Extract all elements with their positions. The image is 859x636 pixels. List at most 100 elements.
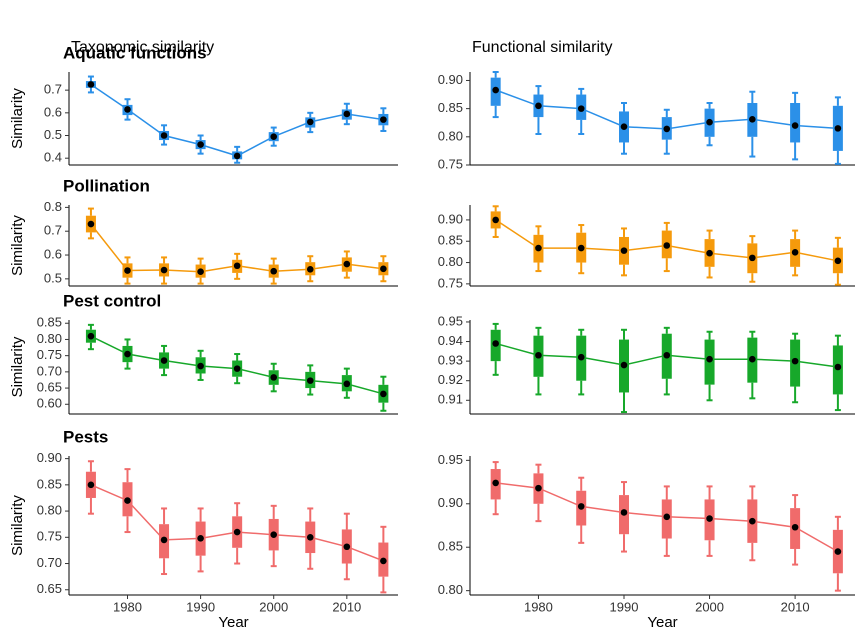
mean-point	[343, 260, 351, 268]
mean-line	[90, 83, 384, 157]
y-axis-label: Similarity	[9, 495, 26, 556]
mean-point	[270, 133, 278, 140]
y-tick-label: 0.91	[438, 392, 463, 407]
mean-point	[233, 262, 241, 270]
y-tick-label: 0.80	[37, 331, 62, 346]
mean-point	[87, 332, 95, 340]
y-tick-label: 0.85	[438, 233, 463, 248]
mean-point	[306, 266, 314, 273]
mean-point	[834, 363, 842, 371]
y-tick-label: 0.8	[44, 199, 62, 214]
mean-point	[749, 116, 756, 123]
mean-point	[535, 484, 542, 492]
mean-point	[492, 86, 499, 94]
mean-point	[791, 357, 799, 365]
y-tick-label: 0.70	[37, 555, 62, 570]
y-tick-label: 0.7	[44, 223, 62, 238]
y-tick-label: 0.6	[44, 104, 62, 119]
y-tick-label: 0.5	[44, 270, 62, 285]
y-tick-label: 0.92	[438, 372, 463, 387]
y-tick-label: 0.75	[37, 347, 62, 362]
x-axis-label: Year	[218, 614, 248, 631]
mean-point	[706, 515, 713, 522]
mean-point	[160, 357, 168, 364]
mean-point	[663, 351, 671, 359]
y-tick-label: 0.90	[438, 495, 463, 510]
y-tick-label: 0.94	[438, 333, 463, 348]
mean-point	[197, 362, 204, 370]
y-tick-label: 0.75	[438, 156, 463, 171]
y-tick-label: 0.5	[44, 127, 62, 142]
mean-point	[663, 125, 671, 133]
mean-point	[160, 266, 168, 274]
mean-point	[749, 517, 756, 525]
y-tick-label: 0.65	[37, 581, 62, 596]
y-tick-label: 0.60	[37, 396, 62, 411]
y-tick-label: 0.90	[37, 450, 62, 465]
y-tick-label: 0.75	[37, 529, 62, 544]
row-title: Pollination	[63, 176, 150, 195]
mean-point	[343, 380, 351, 388]
mean-point	[380, 390, 387, 398]
mean-point	[663, 242, 671, 249]
mean-point	[791, 122, 799, 129]
mean-point	[492, 216, 499, 224]
y-tick-label: 0.75	[438, 275, 463, 290]
mean-point	[87, 81, 95, 88]
y-tick-label: 0.7	[44, 82, 62, 97]
y-tick-label: 0.65	[37, 380, 62, 395]
mean-point	[197, 141, 204, 148]
mean-point	[380, 557, 387, 565]
y-tick-label: 0.93	[438, 353, 463, 368]
mean-point	[749, 355, 756, 363]
mean-point	[124, 497, 131, 504]
y-tick-label: 0.4	[44, 150, 62, 165]
mean-point	[663, 513, 671, 521]
mean-point	[306, 118, 314, 126]
mean-point	[834, 257, 842, 265]
mean-point	[270, 531, 278, 538]
mean-point	[834, 548, 842, 555]
mean-point	[749, 254, 756, 262]
x-tick-label: 1980	[524, 599, 553, 614]
mean-point	[197, 268, 204, 276]
row-title: Pests	[63, 427, 108, 446]
mean-point	[160, 536, 168, 544]
mean-point	[124, 350, 131, 358]
mean-point	[577, 503, 585, 510]
mean-point	[535, 351, 542, 359]
mean-point	[577, 353, 585, 361]
mean-point	[791, 249, 799, 256]
mean-point	[706, 249, 713, 257]
y-tick-label: 0.80	[37, 503, 62, 518]
x-tick-label: 2000	[259, 599, 288, 614]
mean-point	[233, 365, 241, 372]
y-tick-label: 0.70	[37, 363, 62, 378]
column-title: Taxonomic similarity	[71, 39, 214, 56]
mean-point	[492, 479, 499, 487]
mean-point	[343, 110, 351, 118]
mean-point	[577, 105, 585, 112]
row-title: Aquatic functions	[63, 43, 207, 62]
y-axis-label: Similarity	[9, 88, 26, 149]
mean-point	[306, 377, 314, 384]
mean-point	[706, 355, 713, 363]
mean-point	[834, 125, 842, 132]
column-title: Functional similarity	[472, 39, 612, 56]
mean-point	[343, 543, 351, 551]
y-tick-label: 0.80	[438, 254, 463, 269]
mean-point	[380, 265, 387, 273]
y-tick-label: 0.85	[438, 539, 463, 554]
mean-point	[270, 374, 278, 381]
y-axis-label: Similarity	[9, 215, 26, 276]
mean-point	[620, 509, 628, 516]
mean-point	[620, 361, 628, 369]
y-tick-label: 0.85	[37, 315, 62, 330]
y-tick-label: 0.80	[438, 128, 463, 143]
mean-point	[270, 267, 278, 275]
x-tick-label: 1990	[186, 599, 215, 614]
y-tick-label: 0.85	[438, 100, 463, 115]
y-tick-label: 0.80	[438, 582, 463, 597]
y-tick-label: 0.90	[438, 211, 463, 226]
